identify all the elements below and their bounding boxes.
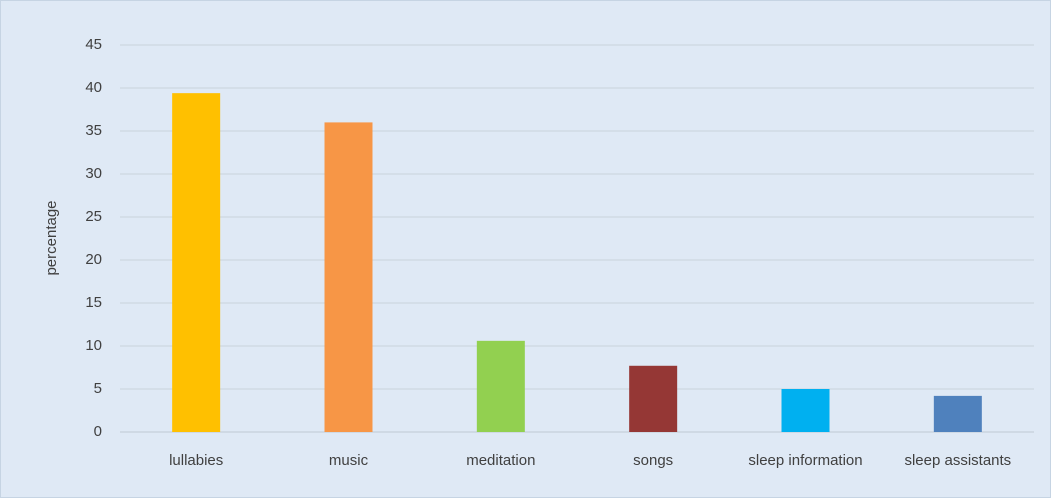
- x-tick-label: music: [329, 452, 369, 469]
- x-tick-label: sleep assistants: [904, 452, 1011, 469]
- x-tick-label: songs: [633, 452, 673, 469]
- x-tick-label: sleep information: [748, 452, 862, 469]
- gridlines: [120, 44, 1034, 433]
- y-tick-label: 15: [85, 294, 102, 311]
- x-tick-label: lullabies: [169, 452, 223, 469]
- bar-lullabies: [172, 93, 221, 432]
- y-tick-label: 5: [94, 380, 102, 397]
- y-tick-label: 20: [85, 251, 102, 268]
- x-tick-label: meditation: [466, 452, 535, 469]
- y-tick-label: 25: [85, 208, 102, 225]
- y-tick-label: 35: [85, 122, 102, 139]
- y-tick-label: 0: [94, 423, 102, 440]
- bar-meditation: [476, 340, 525, 432]
- y-tick-label: 10: [85, 337, 102, 354]
- bars: [172, 93, 982, 433]
- y-tick-label: 40: [85, 79, 102, 96]
- bar-sleep-information: [781, 389, 830, 432]
- bar-music: [324, 122, 373, 433]
- y-tick-label: 45: [85, 36, 102, 53]
- bar-sleep-assistants: [933, 395, 982, 432]
- x-axis-ticks: lullabies music meditation songs sleep infor…: [169, 452, 1011, 469]
- y-axis-ticks: 0 5 10 15 20 25 30 35 40 45: [85, 36, 102, 440]
- bar-songs: [629, 365, 678, 432]
- y-axis-title: percentage: [43, 200, 60, 275]
- y-tick-label: 30: [85, 165, 102, 182]
